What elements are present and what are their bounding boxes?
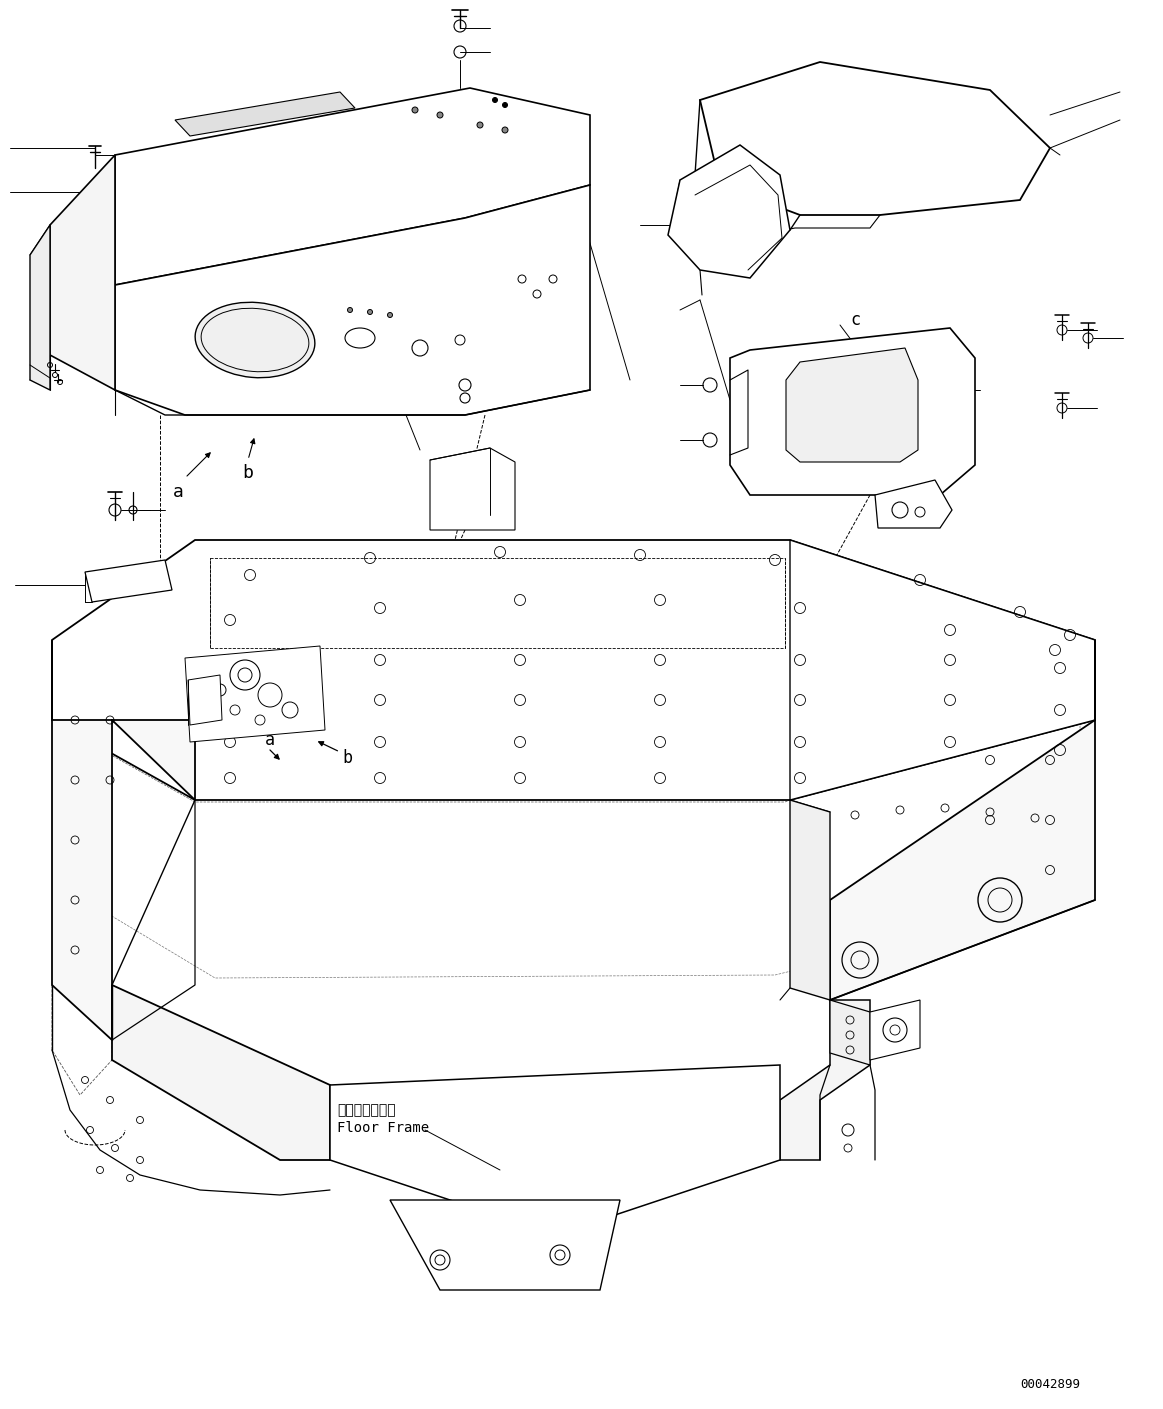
Text: b: b	[243, 464, 254, 482]
Circle shape	[412, 107, 418, 113]
Polygon shape	[50, 155, 115, 390]
Polygon shape	[185, 645, 324, 743]
Text: 00042899: 00042899	[1020, 1378, 1080, 1392]
Polygon shape	[790, 800, 830, 1000]
Circle shape	[502, 103, 507, 107]
Polygon shape	[790, 540, 1096, 800]
Polygon shape	[52, 540, 1096, 800]
Polygon shape	[830, 1000, 870, 1065]
Ellipse shape	[201, 309, 309, 372]
Polygon shape	[390, 1200, 620, 1291]
Circle shape	[387, 313, 392, 317]
Circle shape	[492, 97, 498, 103]
Polygon shape	[668, 145, 790, 278]
Polygon shape	[730, 328, 975, 495]
Circle shape	[368, 310, 372, 314]
Polygon shape	[52, 640, 195, 1040]
Polygon shape	[174, 92, 355, 137]
Polygon shape	[780, 1000, 870, 1160]
Text: c: c	[850, 311, 859, 328]
Polygon shape	[85, 559, 172, 602]
Text: フロアフレーム: フロアフレーム	[337, 1103, 395, 1117]
Text: a: a	[172, 483, 184, 502]
Polygon shape	[430, 448, 515, 530]
Polygon shape	[700, 62, 1050, 216]
Polygon shape	[830, 640, 1096, 1000]
Polygon shape	[188, 675, 222, 726]
Text: Floor Frame: Floor Frame	[337, 1122, 429, 1136]
Ellipse shape	[195, 303, 315, 378]
Circle shape	[477, 123, 483, 128]
Circle shape	[437, 111, 443, 118]
Polygon shape	[115, 87, 590, 285]
Text: b: b	[342, 750, 352, 766]
Text: a: a	[265, 731, 274, 750]
Circle shape	[502, 127, 508, 132]
Polygon shape	[786, 348, 918, 462]
Polygon shape	[875, 480, 952, 528]
Polygon shape	[112, 985, 330, 1160]
Polygon shape	[30, 225, 50, 390]
Polygon shape	[870, 1000, 920, 1060]
Polygon shape	[330, 1065, 780, 1220]
Polygon shape	[115, 185, 590, 416]
Circle shape	[348, 307, 352, 313]
